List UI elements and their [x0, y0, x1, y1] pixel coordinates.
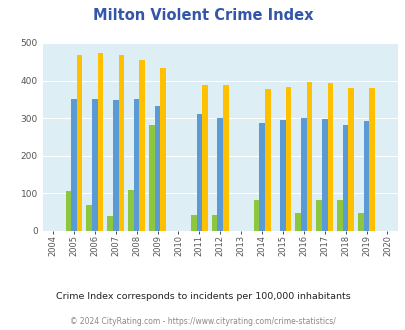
Bar	[295, 213, 300, 231]
Bar	[77, 54, 82, 231]
Bar	[222, 85, 228, 231]
Bar	[279, 120, 285, 231]
Bar	[86, 205, 92, 231]
Bar	[363, 121, 369, 231]
Bar	[128, 190, 134, 231]
Bar	[134, 99, 139, 231]
Bar	[71, 99, 77, 231]
Bar	[160, 69, 166, 231]
Text: © 2024 CityRating.com - https://www.cityrating.com/crime-statistics/: © 2024 CityRating.com - https://www.city…	[70, 317, 335, 326]
Bar	[149, 124, 154, 231]
Bar	[190, 215, 196, 231]
Bar	[306, 82, 311, 231]
Bar	[347, 88, 353, 231]
Bar	[315, 200, 321, 231]
Bar	[139, 60, 145, 231]
Bar	[65, 191, 71, 231]
Bar	[217, 118, 222, 231]
Bar	[369, 88, 374, 231]
Bar	[202, 85, 207, 231]
Bar	[98, 53, 103, 231]
Bar	[285, 87, 291, 231]
Bar	[258, 123, 264, 231]
Bar	[336, 200, 342, 231]
Bar	[113, 100, 118, 231]
Bar	[357, 213, 363, 231]
Bar	[300, 118, 306, 231]
Bar	[211, 215, 217, 231]
Bar	[253, 200, 258, 231]
Bar	[196, 115, 202, 231]
Bar	[107, 216, 113, 231]
Bar	[92, 99, 98, 231]
Text: Crime Index corresponds to incidents per 100,000 inhabitants: Crime Index corresponds to incidents per…	[55, 292, 350, 301]
Bar	[264, 89, 270, 231]
Bar	[321, 119, 327, 231]
Bar	[118, 55, 124, 231]
Text: Milton Violent Crime Index: Milton Violent Crime Index	[92, 8, 313, 23]
Bar	[342, 125, 347, 231]
Bar	[327, 83, 333, 231]
Bar	[154, 106, 160, 231]
